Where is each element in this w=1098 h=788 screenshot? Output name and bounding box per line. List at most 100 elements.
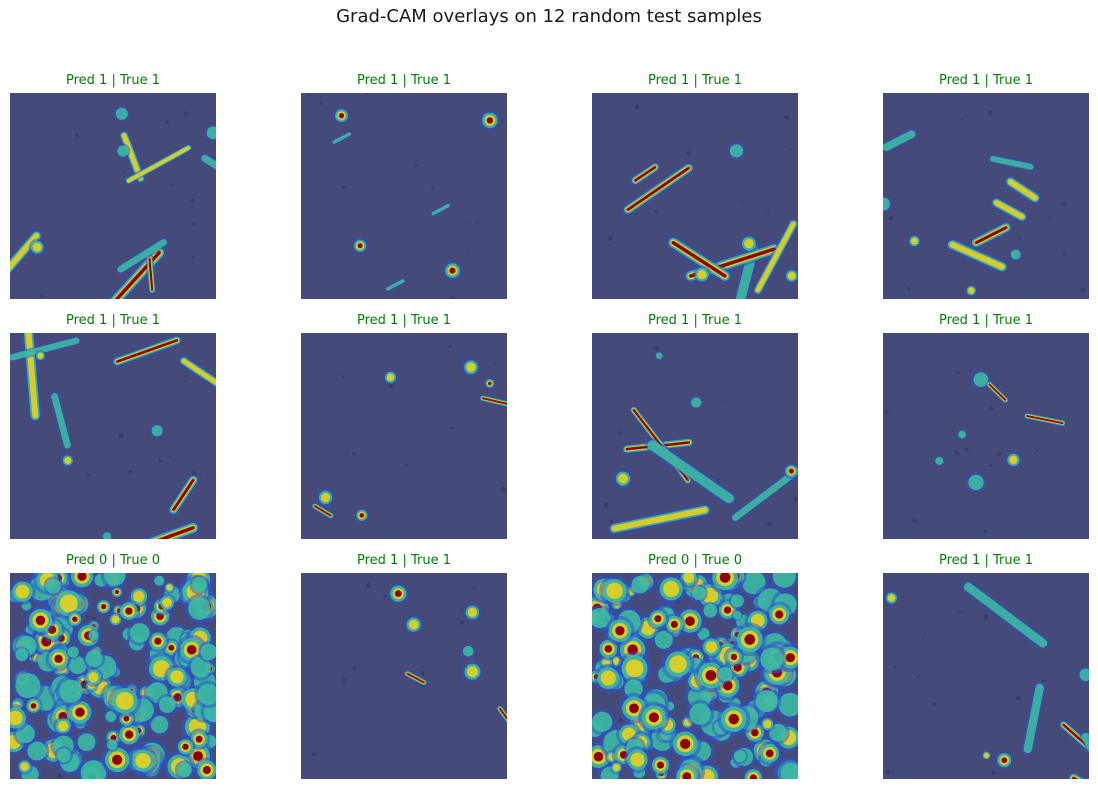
speck <box>404 463 408 468</box>
speck <box>988 406 993 411</box>
speck <box>916 675 919 679</box>
activation-blob <box>766 601 793 628</box>
activation-blob <box>107 684 142 718</box>
speck <box>885 769 891 775</box>
activation-blob <box>157 593 177 612</box>
speck <box>906 286 911 291</box>
panel-caption: Pred 1 | True 1 <box>357 313 451 328</box>
speck <box>170 183 174 186</box>
speck <box>319 101 324 105</box>
speck <box>686 151 691 156</box>
activation-blob <box>654 351 664 361</box>
gradcam-overlay-image <box>592 573 798 779</box>
activation-blob <box>352 237 369 254</box>
gradcam-overlay-image <box>10 93 216 299</box>
activation-blob <box>442 261 463 281</box>
speck <box>634 104 640 110</box>
activation-blob <box>354 508 370 523</box>
activation-blob <box>956 429 968 440</box>
gradcam-overlay-image <box>592 93 798 299</box>
fiber-activation <box>730 466 798 523</box>
activation-blob <box>965 472 987 493</box>
speck <box>311 752 316 757</box>
activation-blob <box>163 581 176 594</box>
fiber-activation <box>10 229 43 276</box>
activation-blob <box>479 110 501 131</box>
activation-blob <box>592 708 616 736</box>
speck <box>954 450 959 455</box>
speck <box>345 452 349 455</box>
activation-blob <box>484 377 496 390</box>
speck <box>365 583 371 589</box>
speck <box>739 201 742 204</box>
speck <box>884 409 889 414</box>
speck <box>86 473 90 477</box>
activation-blob <box>693 658 728 693</box>
panel-caption: Pred 1 | True 1 <box>357 553 451 568</box>
activation-blob <box>316 488 335 507</box>
activation-blob <box>690 584 708 603</box>
activation-blob <box>43 576 64 596</box>
fiber-activation <box>1023 412 1067 427</box>
gradcam-overlay-image <box>301 93 507 299</box>
activation-blob <box>732 622 767 657</box>
fiber-activation <box>988 154 1035 171</box>
speck <box>784 114 790 120</box>
activation-blob <box>462 661 483 683</box>
activation-blob <box>95 598 113 616</box>
activation-blob <box>197 641 216 663</box>
speck <box>118 433 124 438</box>
fiber-activation <box>118 130 146 184</box>
activation-blob <box>34 350 47 362</box>
speck <box>388 383 394 389</box>
activation-blob <box>593 663 623 693</box>
activation-blob <box>756 644 787 675</box>
activation-blob <box>638 701 670 734</box>
gradcam-overlay-image <box>301 333 507 539</box>
speck <box>767 522 772 527</box>
fiber-activation <box>645 438 736 506</box>
activation-blob <box>175 736 196 757</box>
activation-blob <box>66 610 84 628</box>
speck <box>983 614 989 620</box>
fiber-activation <box>22 333 42 423</box>
activation-blob <box>53 716 73 736</box>
activation-blob <box>613 469 633 489</box>
image-background <box>883 333 1089 539</box>
activation-blob <box>176 634 207 666</box>
activation-blob <box>649 753 672 777</box>
speck <box>1035 448 1039 452</box>
speck <box>717 477 721 481</box>
activation-blob <box>716 664 735 684</box>
fiber-activation <box>752 218 798 296</box>
activation-blob <box>907 234 922 248</box>
fiber-activation <box>167 474 199 516</box>
activation-blob <box>717 702 751 736</box>
speck <box>493 361 497 364</box>
activation-blob <box>194 757 216 779</box>
speck <box>893 666 896 669</box>
fiber-activation <box>630 162 661 186</box>
speck <box>654 209 658 213</box>
activation-blob <box>101 530 113 539</box>
speck <box>86 614 90 619</box>
image-background <box>592 333 798 539</box>
speck <box>961 117 964 121</box>
speck <box>788 148 791 151</box>
activation-blob <box>117 599 141 623</box>
speck <box>1017 236 1021 240</box>
speck <box>448 344 452 348</box>
activation-blob <box>404 615 423 634</box>
fiber-activation <box>622 162 695 216</box>
activation-blob <box>672 762 701 779</box>
speck <box>383 594 387 598</box>
speck <box>169 456 173 459</box>
activation-blob <box>701 601 720 620</box>
speck <box>475 221 479 225</box>
activation-blob <box>623 746 651 774</box>
activation-blob <box>55 675 87 707</box>
speck <box>341 677 347 683</box>
speck <box>983 529 988 533</box>
activation-blob <box>759 716 776 732</box>
speck <box>956 371 960 375</box>
